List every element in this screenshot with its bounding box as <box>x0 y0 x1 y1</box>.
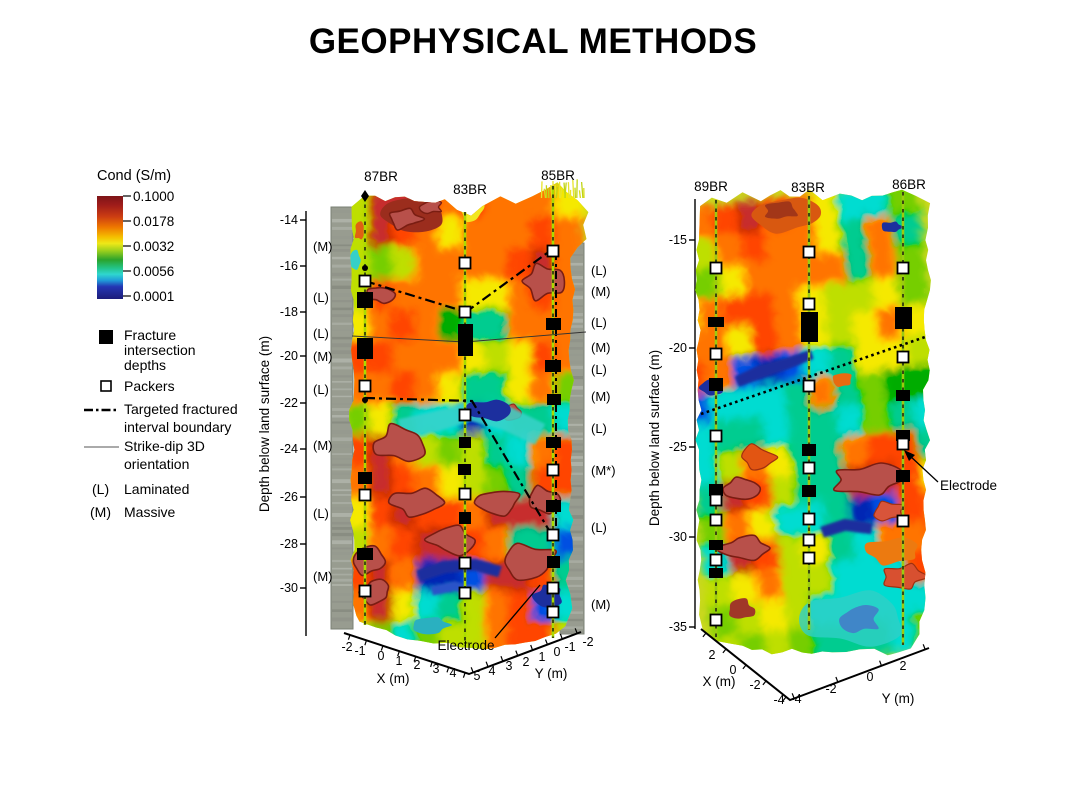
svg-text:(M): (M) <box>591 389 611 404</box>
svg-text:Massive: Massive <box>124 504 176 520</box>
svg-text:-25: -25 <box>669 440 687 454</box>
svg-text:-2: -2 <box>582 635 593 649</box>
svg-text:-4: -4 <box>773 693 784 707</box>
svg-text:Fracture: Fracture <box>124 327 176 343</box>
svg-text:(L): (L) <box>313 506 329 521</box>
svg-text:5: 5 <box>474 669 481 683</box>
svg-text:Strike-dip 3D: Strike-dip 3D <box>124 438 205 454</box>
svg-text:X (m): X (m) <box>703 674 736 689</box>
svg-text:orientation: orientation <box>124 456 189 472</box>
svg-text:-14: -14 <box>280 213 298 227</box>
svg-text:(L): (L) <box>313 326 329 341</box>
svg-text:-1: -1 <box>354 644 365 658</box>
svg-text:-30: -30 <box>669 530 687 544</box>
svg-text:0: 0 <box>554 645 561 659</box>
svg-text:(L): (L) <box>591 263 607 278</box>
svg-text:-1: -1 <box>564 640 575 654</box>
svg-text:Depth below land surface (m): Depth below land surface (m) <box>257 336 272 512</box>
svg-text:-28: -28 <box>280 537 298 551</box>
svg-text:(M): (M) <box>591 284 611 299</box>
svg-text:(M): (M) <box>591 340 611 355</box>
svg-text:83BR: 83BR <box>791 180 825 195</box>
svg-text:depths: depths <box>124 357 166 373</box>
svg-text:2: 2 <box>709 648 716 662</box>
svg-text:(M): (M) <box>313 239 333 254</box>
svg-text:(M): (M) <box>313 438 333 453</box>
svg-text:89BR: 89BR <box>694 179 728 194</box>
svg-text:Electrode: Electrode <box>437 638 494 653</box>
svg-text:-30: -30 <box>280 581 298 595</box>
svg-text:2: 2 <box>523 655 530 669</box>
svg-text:3: 3 <box>506 659 513 673</box>
svg-text:0.0001: 0.0001 <box>133 289 174 304</box>
svg-text:interval boundary: interval boundary <box>124 419 231 435</box>
svg-text:0.0032: 0.0032 <box>133 239 174 254</box>
svg-text:-20: -20 <box>280 349 298 363</box>
svg-text:Cond (S/m): Cond (S/m) <box>97 168 171 184</box>
svg-text:Depth below land surface (m): Depth below land surface (m) <box>647 350 662 526</box>
svg-text:(M*): (M*) <box>591 463 616 478</box>
svg-text:Y (m): Y (m) <box>882 691 915 706</box>
svg-text:-22: -22 <box>280 396 298 410</box>
svg-text:Electrode: Electrode <box>940 478 997 493</box>
svg-text:Packers: Packers <box>124 378 175 394</box>
svg-text:-16: -16 <box>280 259 298 273</box>
svg-text:-2: -2 <box>749 678 760 692</box>
svg-text:85BR: 85BR <box>541 168 575 183</box>
svg-text:(M): (M) <box>591 597 611 612</box>
svg-text:87BR: 87BR <box>364 169 398 184</box>
svg-text:0.1000: 0.1000 <box>133 189 174 204</box>
svg-text:1: 1 <box>539 650 546 664</box>
svg-text:(L): (L) <box>313 290 329 305</box>
svg-text:-2: -2 <box>825 682 836 696</box>
svg-text:0: 0 <box>378 649 385 663</box>
svg-text:Laminated: Laminated <box>124 481 189 497</box>
svg-text:-4: -4 <box>790 692 801 706</box>
svg-text:-26: -26 <box>280 490 298 504</box>
svg-text:83BR: 83BR <box>453 182 487 197</box>
svg-text:2: 2 <box>900 659 907 673</box>
svg-text:-35: -35 <box>669 620 687 634</box>
svg-text:86BR: 86BR <box>892 177 926 192</box>
svg-text:Y (m): Y (m) <box>535 666 568 681</box>
svg-text:(L): (L) <box>92 481 109 497</box>
svg-text:0: 0 <box>867 670 874 684</box>
svg-text:-2: -2 <box>341 640 352 654</box>
svg-text:(L): (L) <box>591 520 607 535</box>
svg-text:4: 4 <box>450 666 457 680</box>
svg-text:4: 4 <box>489 664 496 678</box>
svg-text:(M): (M) <box>90 504 111 520</box>
svg-text:2: 2 <box>414 658 421 672</box>
svg-text:(L): (L) <box>591 315 607 330</box>
svg-text:3: 3 <box>433 662 440 676</box>
svg-text:-24: -24 <box>280 442 298 456</box>
svg-text:(M): (M) <box>313 349 333 364</box>
svg-text:1: 1 <box>396 654 403 668</box>
svg-text:-20: -20 <box>669 341 687 355</box>
svg-text:(L): (L) <box>591 362 607 377</box>
svg-text:GEOPHYSICAL METHODS: GEOPHYSICAL METHODS <box>309 22 757 61</box>
svg-text:(L): (L) <box>591 421 607 436</box>
svg-text:-15: -15 <box>669 233 687 247</box>
svg-text:0.0056: 0.0056 <box>133 264 174 279</box>
svg-text:(M): (M) <box>313 569 333 584</box>
svg-text:intersection: intersection <box>124 342 196 358</box>
svg-text:-18: -18 <box>280 305 298 319</box>
svg-text:0.0178: 0.0178 <box>133 214 174 229</box>
svg-text:Targeted fractured: Targeted fractured <box>124 401 238 417</box>
svg-text:(L): (L) <box>313 382 329 397</box>
svg-text:X (m): X (m) <box>377 671 410 686</box>
